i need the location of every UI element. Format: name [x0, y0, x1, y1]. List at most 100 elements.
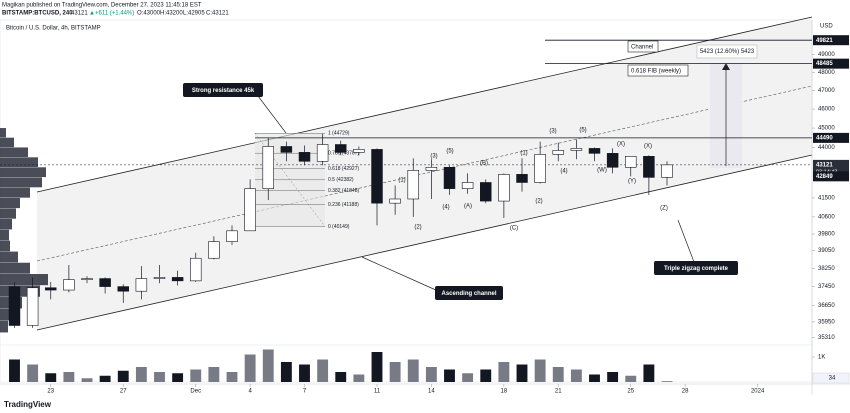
volume-bar: [589, 374, 600, 382]
y-tick-label: 41500: [818, 196, 835, 202]
wave-label: (1): [520, 151, 527, 157]
candle-body: [534, 154, 546, 183]
price-label: 48485: [816, 61, 833, 67]
last: 43121: [71, 11, 88, 17]
wave-label: (Y): [628, 179, 636, 185]
volume-profile-bar: [0, 219, 12, 230]
volume-tick-label: 1K: [818, 355, 825, 361]
x-tick-label: 25: [627, 389, 634, 395]
annotation-channel: Ascending channel: [435, 286, 503, 300]
candle-body: [99, 278, 111, 287]
candle-body: [516, 174, 528, 183]
fib-label: 0.618 (42927): [328, 166, 359, 172]
annotation-resistance: Strong resistance 45k: [183, 83, 263, 97]
candle-body: [552, 150, 564, 155]
volume-label-box: [812, 372, 850, 384]
volume-bar: [190, 369, 202, 382]
x-tick-label: 27: [120, 389, 127, 395]
volume-bar: [516, 364, 528, 382]
candle-body: [461, 182, 474, 189]
volume-bar: [407, 359, 419, 382]
volume-bar: [208, 367, 220, 382]
y-tick-label: 48000: [818, 70, 835, 76]
candle-body: [171, 277, 184, 282]
wave-label: (X): [617, 142, 625, 148]
volume-bar: [172, 373, 184, 382]
price-label: 43121: [816, 162, 833, 168]
symbol: BITSTAMP:BTCUSD, 240: [2, 11, 73, 17]
volume-profile-bar: [0, 229, 9, 241]
fib-diagonal: [254, 133, 326, 227]
callout-line: [677, 219, 695, 263]
y-tick-label: 35950: [818, 319, 835, 325]
candle-body: [606, 153, 619, 168]
y-tick-label: 45000: [818, 126, 835, 132]
callout-text: Triple zigzag complete: [664, 266, 729, 272]
volume-bar: [154, 372, 165, 382]
publisher: Magikan published on TradingView.com, De…: [2, 3, 202, 9]
x-tick-label: 18: [501, 389, 508, 395]
fib-label: 0.786 (43707): [328, 151, 359, 157]
legend: Bitcoin / U.S. Dollar, 4h, BITSTAMP: [6, 26, 101, 32]
measure-text: 5423 (12.60%) 5423: [700, 49, 755, 55]
candle-body: [570, 148, 583, 151]
volume-bar: [262, 349, 274, 382]
candle-body: [26, 287, 39, 326]
candle-body: [480, 182, 492, 202]
ohlc-header: BITSTAMP:BTCUSD, 240 43121 ▲ +611 (+1.44…: [2, 11, 229, 17]
volume-profile-bar: [0, 251, 18, 263]
y-tick-label: 36650: [818, 303, 835, 309]
channel-upper: [36, 16, 813, 193]
callout-line: [257, 95, 287, 134]
wave-label: (5): [446, 149, 453, 155]
volume-bar: [607, 372, 619, 382]
wave-label: (3): [430, 154, 437, 160]
volume-bar: [462, 373, 474, 382]
wave-label: (B): [480, 161, 488, 167]
y-tick-label: 38250: [818, 266, 835, 272]
x-tick-label: 2024: [751, 389, 765, 395]
volume-bar: [299, 364, 310, 382]
wave-label: (Z): [660, 206, 668, 212]
candle-body: [280, 146, 293, 153]
volume-profile-bar: [0, 240, 10, 252]
callout-box: [183, 83, 263, 97]
fib-label: 1 (44729): [328, 131, 350, 137]
label-box: [627, 64, 689, 77]
candle-body: [371, 149, 383, 204]
y-tick-label: 44000: [818, 145, 835, 151]
candle-body: [153, 277, 166, 279]
volume-bar: [45, 373, 57, 382]
high: H:43200: [160, 11, 183, 17]
wave-label: (3): [549, 129, 556, 135]
candle-body: [443, 166, 456, 189]
volume-profile-bar: [0, 320, 8, 333]
candle-body: [63, 279, 75, 291]
candle-body: [226, 230, 238, 242]
volume-bar: [389, 362, 401, 382]
callout-text: Strong resistance 45k: [192, 88, 255, 94]
candle-body: [498, 174, 510, 202]
volume-bar: [135, 367, 147, 382]
low: L:42905: [183, 11, 205, 17]
volume-bar: [480, 369, 492, 382]
volume-bar: [661, 381, 673, 382]
y-tick-label: 37450: [818, 284, 835, 290]
candle-body: [298, 152, 311, 162]
volume-bar: [81, 378, 93, 382]
volume-profile-bar: [0, 177, 42, 188]
volume-profile-bar: [0, 208, 16, 219]
volume-profile-bar: [0, 128, 6, 138]
label-text: 0.618 FIB (weekly): [631, 69, 681, 75]
fib-label: 0.382 (41848): [328, 188, 359, 194]
price-label-box: [813, 171, 849, 182]
x-tick-label: 21: [555, 389, 562, 395]
volume-profile-bar: [0, 147, 28, 158]
volume-bar: [99, 375, 111, 382]
price-label: 42849: [816, 174, 833, 180]
wave-label: (4): [560, 169, 567, 175]
arrow: ▲: [89, 11, 95, 17]
volume-bar: [570, 369, 582, 382]
y-tick-label: 49000: [818, 52, 835, 58]
candle-body: [316, 144, 329, 162]
